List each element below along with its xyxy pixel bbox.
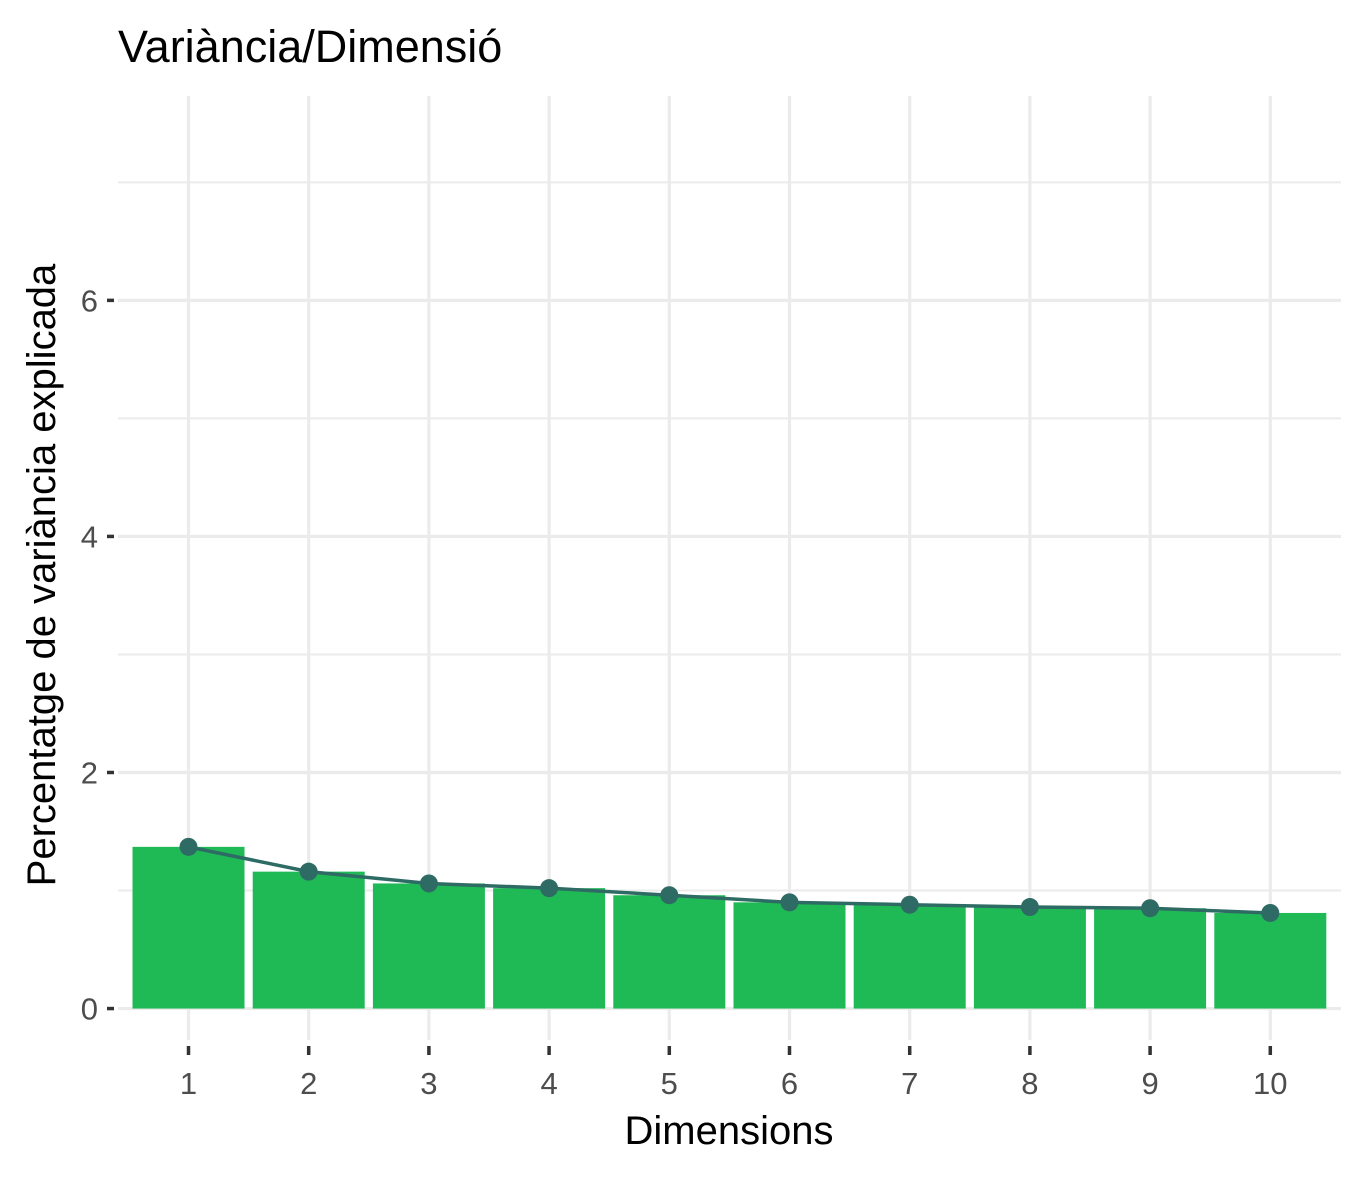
- point-8: [1020, 898, 1039, 917]
- x-tick-label: 1: [180, 1066, 197, 1101]
- bar-10: [1214, 912, 1327, 1009]
- bar-9: [1094, 908, 1207, 1009]
- bar-1: [132, 846, 245, 1009]
- bar-2: [252, 871, 365, 1009]
- trend-line-layer: [188, 845, 1271, 915]
- bar-5: [613, 895, 726, 1009]
- bar-6: [733, 902, 846, 1009]
- point-2: [299, 862, 318, 881]
- bar-7: [853, 904, 966, 1009]
- y-tick-label: 6: [81, 283, 98, 318]
- points: [179, 837, 1280, 922]
- x-tick-label: 7: [901, 1066, 918, 1101]
- chart-title: Variància/Dimensió: [118, 21, 502, 72]
- x-tick-label: 10: [1253, 1066, 1287, 1101]
- x-tick-label: 4: [540, 1066, 557, 1101]
- point-6: [780, 893, 799, 912]
- point-9: [1141, 899, 1160, 918]
- bar-3: [372, 883, 485, 1009]
- y-tick-label: 4: [81, 519, 98, 554]
- y-tick-label: 2: [81, 755, 98, 790]
- grid-lines: [118, 96, 1341, 1040]
- point-7: [900, 895, 919, 914]
- bar-8: [973, 907, 1086, 1009]
- x-tick-label: 9: [1141, 1066, 1158, 1101]
- axes: 0 2 4 6 1 2 3 4 5 6 7 8 9 10: [81, 283, 1288, 1101]
- x-tick-label: 2: [300, 1066, 317, 1101]
- x-tick-label: 5: [661, 1066, 678, 1101]
- y-tick-label: 0: [81, 992, 98, 1027]
- x-tick-label: 6: [781, 1066, 798, 1101]
- y-axis-title: Percentatge de variància explicada: [20, 263, 64, 886]
- bars: [132, 846, 1327, 1009]
- x-tick-label: 8: [1021, 1066, 1038, 1101]
- point-5: [660, 886, 679, 905]
- point-3: [419, 874, 438, 893]
- point-10: [1261, 903, 1280, 922]
- point-4: [540, 879, 559, 898]
- x-axis-title: Dimensions: [625, 1109, 834, 1153]
- trend-line: [188, 845, 1271, 915]
- point-1: [179, 837, 198, 856]
- bar-4: [493, 888, 606, 1009]
- x-tick-label: 3: [420, 1066, 437, 1101]
